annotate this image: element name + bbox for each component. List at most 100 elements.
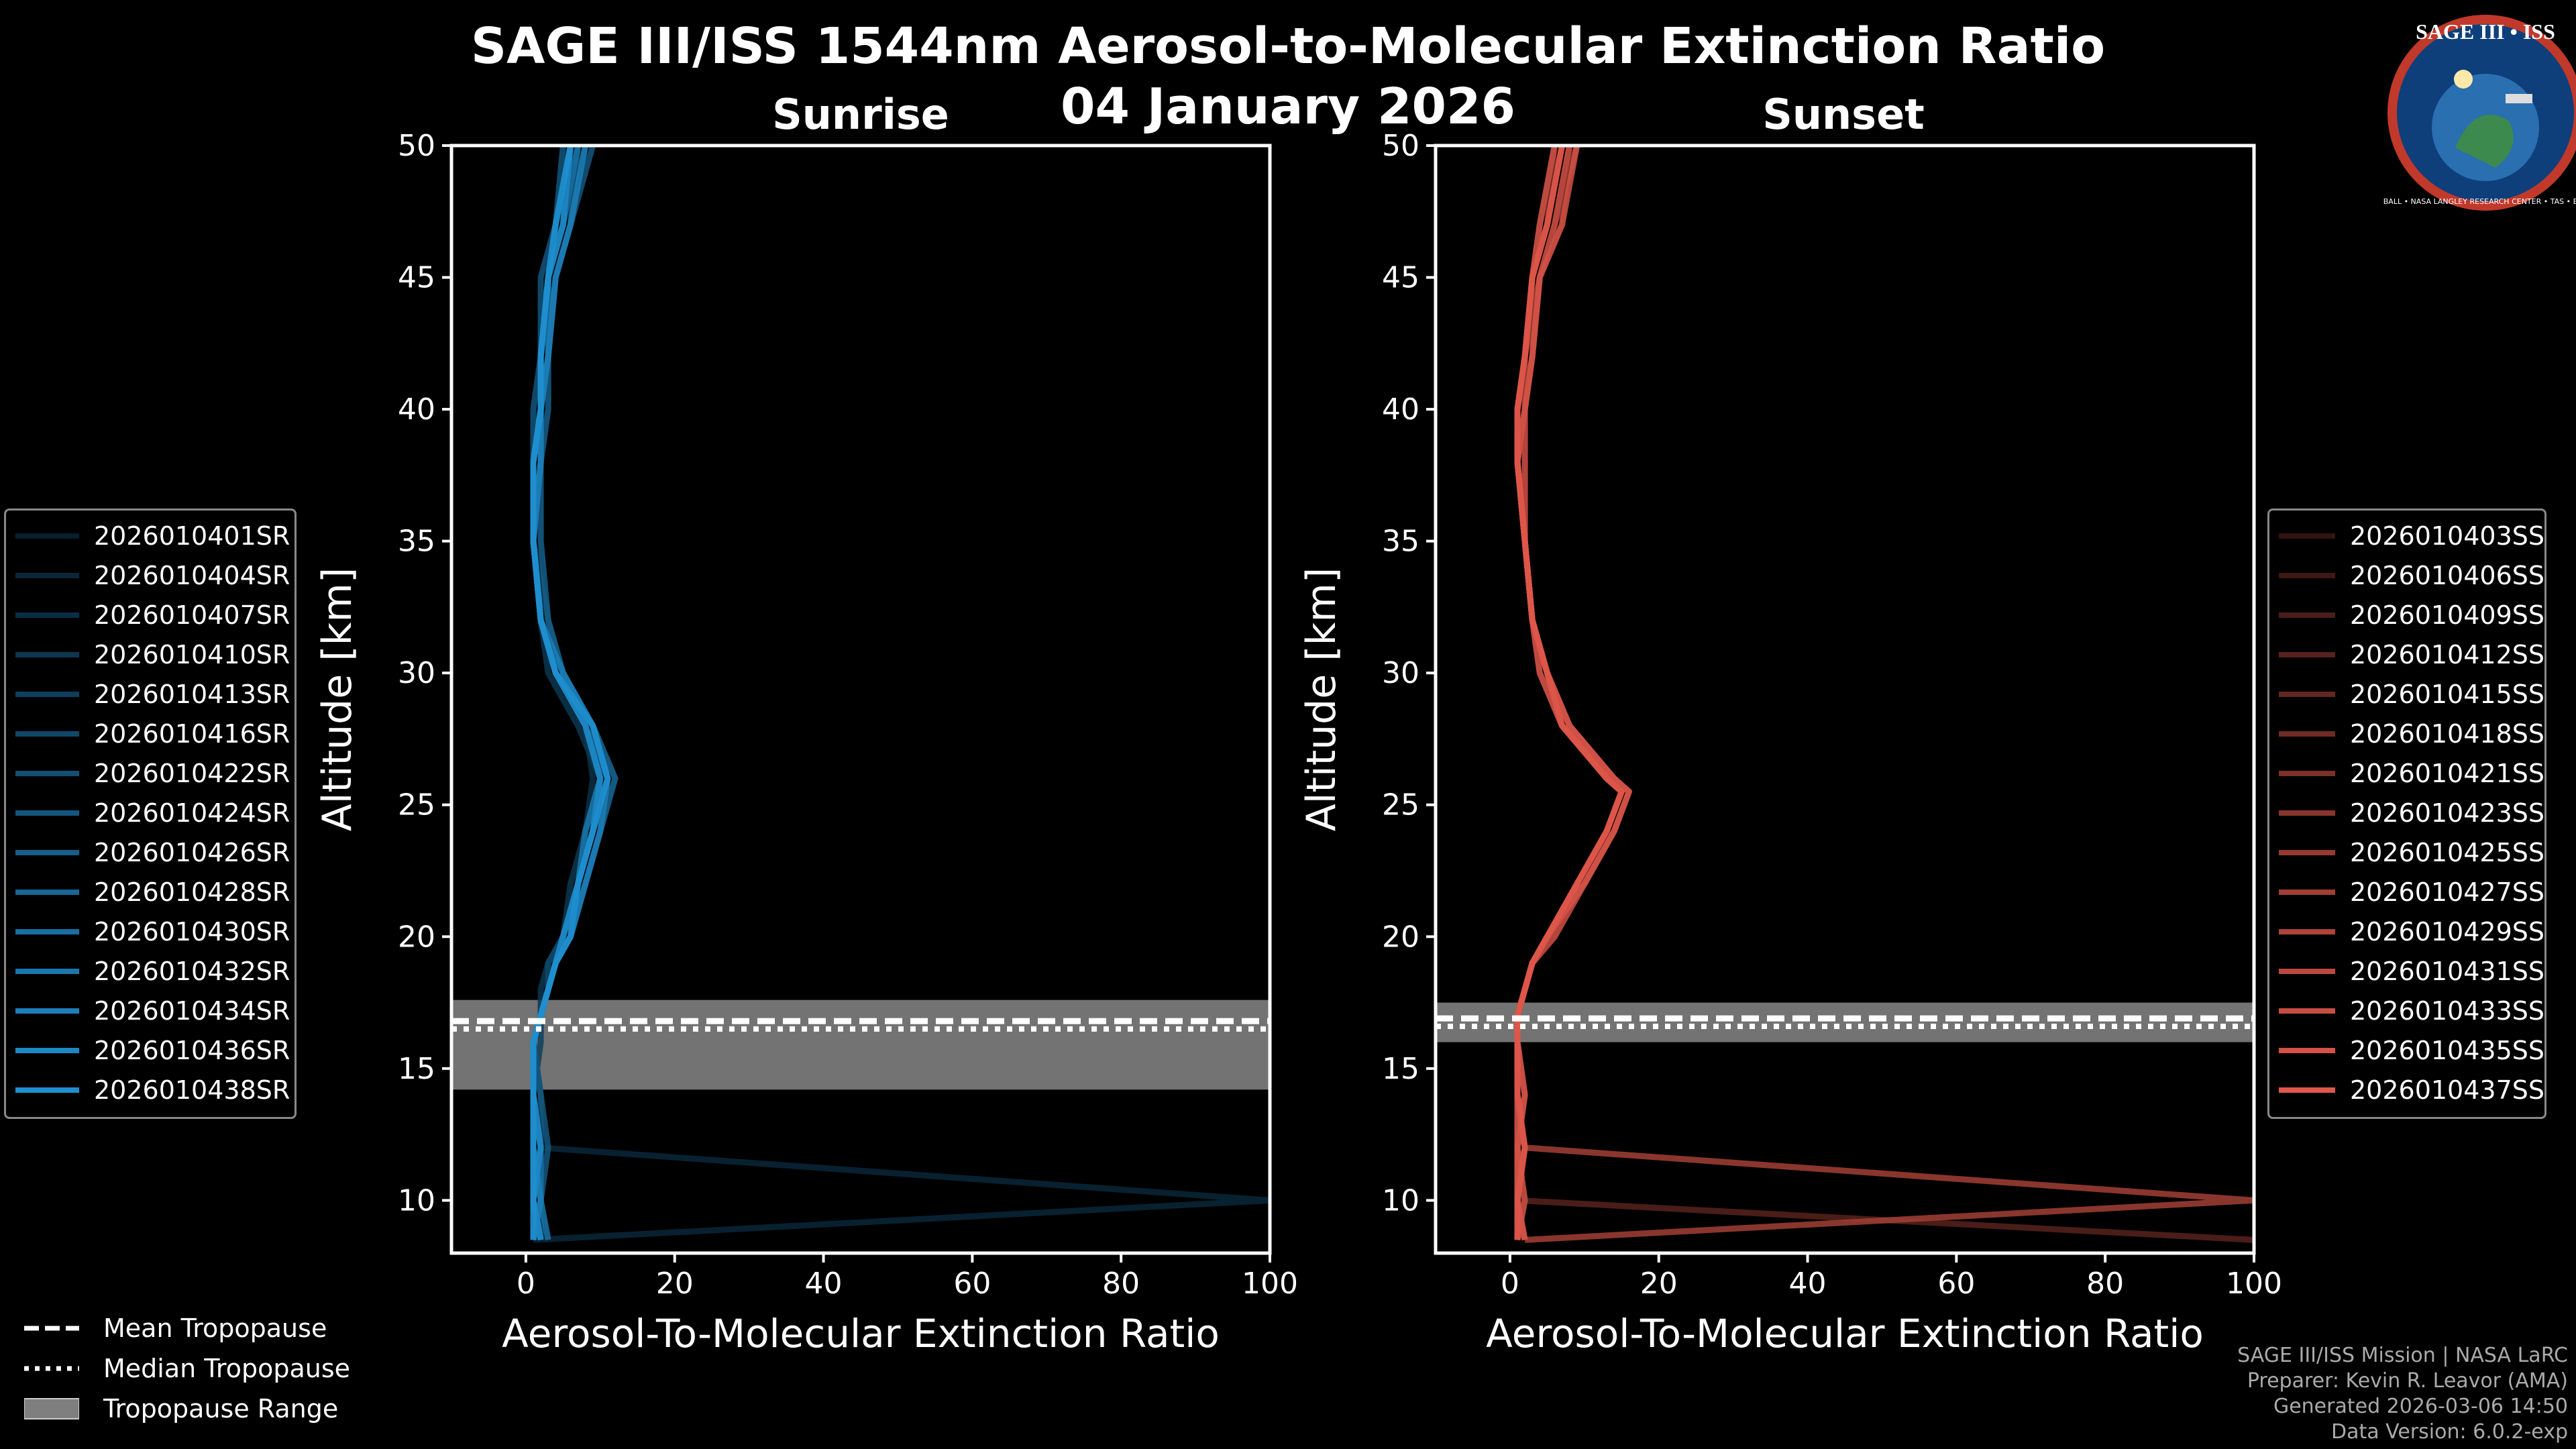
legend-label: 2026010401SR (94, 521, 290, 551)
legend-label: 2026010404SR (94, 560, 290, 590)
x-tick-label: 100 (1242, 1267, 1298, 1301)
profile-2026010427SS (1514, 146, 2254, 1243)
x-tick-label: 40 (805, 1267, 843, 1301)
legend-swatch (15, 572, 79, 578)
legend-item: 2026010427SS (2269, 872, 2544, 912)
median-tropopause-label: Median Tropopause (103, 1354, 350, 1383)
legend-swatch (15, 968, 79, 974)
x-tick-label: 20 (656, 1267, 694, 1301)
sunset-legend: 2026010403SS 2026010406SS 2026010409SS 2026… (2267, 508, 2546, 1119)
legend-item: 2026010435SS (2269, 1030, 2544, 1070)
legend-tropopause-range: Tropopause Range (24, 1389, 350, 1429)
legend-swatch (2279, 1047, 2335, 1053)
x-axis-label: Aerosol-To-Molecular Extinction Ratio (1486, 1311, 2204, 1356)
legend-swatch (2279, 928, 2335, 934)
logo-text: SAGE III • ISS (2416, 19, 2555, 44)
legend-swatch (2279, 849, 2335, 855)
legend-item: 2026010412SS (2269, 635, 2544, 674)
legend-item: 2026010437SS (2269, 1070, 2544, 1110)
profile-2026010435SS (1514, 146, 1632, 1241)
legend-swatch (2279, 651, 2335, 657)
x-tick-label: 0 (517, 1267, 535, 1301)
legend-label: 2026010426SR (94, 837, 290, 867)
profile-lines (530, 146, 1270, 1243)
legend-swatch (2279, 810, 2335, 816)
sunrise-panel: 0 20 40 60 80 100 10 15 20 25 30 35 40 45 50 Aerosol-To… (314, 90, 1298, 1356)
legend-swatch (15, 533, 79, 539)
x-tick-label: 40 (1789, 1267, 1827, 1301)
legend-item: 2026010432SR (6, 951, 294, 991)
legend-label: 2026010434SR (94, 996, 290, 1026)
legend-label: 2026010429SS (2349, 916, 2544, 947)
y-tick-label: 40 (398, 392, 435, 427)
legend-item: 2026010422SR (6, 753, 294, 793)
logo-ring-text: BALL • NASA LANGLEY RESEARCH CENTER • TA… (2383, 197, 2576, 206)
legend-label: 2026010423SS (2349, 798, 2544, 828)
legend-swatch (15, 1087, 79, 1093)
legend-label: 2026010410SR (94, 639, 290, 669)
legend-swatch (15, 691, 79, 697)
dotted-line-icon (24, 1366, 79, 1371)
y-tick-label: 35 (1382, 525, 1419, 559)
legend-swatch (2279, 533, 2335, 539)
legend-swatch (2279, 968, 2335, 974)
credits: SAGE III/ISS Mission | NASA LaRC Prepare… (2237, 1343, 2568, 1445)
tropopause-range-band (1436, 1002, 2254, 1042)
x-tick-label: 0 (1501, 1267, 1519, 1301)
legend-mean-tropopause: Mean Tropopause (24, 1308, 350, 1348)
legend-item: 2026010413SR (6, 674, 294, 714)
legend-item: 2026010407SR (6, 595, 294, 635)
tropopause-range-label: Tropopause Range (103, 1394, 339, 1424)
y-tick-label: 40 (1382, 392, 1419, 427)
legend-item: 2026010421SS (2269, 753, 2544, 793)
panel-title: Sunrise (772, 90, 949, 139)
profile-2026010437SS (1514, 146, 1625, 1240)
legend-item: 2026010438SR (6, 1070, 294, 1110)
legend-item: 2026010410SR (6, 635, 294, 674)
profile-lines (1514, 146, 2254, 1243)
legend-swatch (2279, 889, 2335, 895)
legend-label: 2026010437SS (2349, 1075, 2544, 1105)
date-title: 04 January 2026 (1061, 78, 1515, 136)
x-tick-label: 80 (1102, 1267, 1140, 1301)
legend-item: 2026010423SS (2269, 793, 2544, 833)
y-tick-label: 25 (1382, 788, 1419, 822)
legend-item: 2026010431SS (2269, 951, 2544, 991)
legend-item: 2026010403SS (2269, 516, 2544, 555)
legend-label: 2026010407SR (94, 600, 290, 630)
plot-frame (449, 144, 1272, 1255)
legend-item: 2026010424SR (6, 793, 294, 833)
legend-item: 2026010404SR (6, 555, 294, 595)
legend-item: 2026010430SR (6, 912, 294, 951)
credit-mission: SAGE III/ISS Mission | NASA LaRC (2237, 1344, 2568, 1367)
profile-2026010412SS (1514, 146, 2254, 1243)
legend-label: 2026010416SR (94, 718, 290, 749)
legend-label: 2026010433SS (2349, 996, 2544, 1026)
logo-continent-icon (2455, 115, 2514, 168)
legend-swatch (15, 612, 79, 618)
legend-item: 2026010418SS (2269, 714, 2544, 753)
tropopause-legend: Mean Tropopause Median Tropopause Tropop… (24, 1308, 350, 1429)
legend-item: 2026010409SS (2269, 595, 2544, 635)
legend-item: 2026010434SR (6, 991, 294, 1030)
legend-label: 2026010412SS (2349, 639, 2544, 669)
x-tick-label: 100 (2226, 1267, 2282, 1301)
legend-label: 2026010432SR (94, 956, 290, 986)
x-tick-label: 20 (1640, 1267, 1678, 1301)
legend-swatch (15, 928, 79, 934)
main-title: SAGE III/ISS 1544nm Aerosol-to-Molecular… (470, 17, 2106, 75)
legend-label: 2026010425SS (2349, 837, 2544, 867)
legend-swatch (15, 731, 79, 737)
legend-swatch (15, 1047, 79, 1053)
legend-swatch (2279, 612, 2335, 618)
y-tick-label: 50 (398, 129, 435, 163)
y-tick-label: 30 (398, 656, 435, 690)
profile-2026010438SR (530, 146, 611, 1240)
legend-swatch (2279, 572, 2335, 578)
sunset-panel: 0 20 40 60 80 100 10 15 20 25 30 35 40 45 50 Aerosol-To… (1298, 90, 2282, 1356)
legend-label: 2026010409SS (2349, 600, 2544, 630)
y-tick-label: 30 (1382, 656, 1419, 690)
sunrise-legend: 2026010401SR 2026010404SR 2026010407SR 2026… (4, 508, 297, 1119)
dashed-line-icon (24, 1326, 79, 1331)
legend-item: 2026010436SR (6, 1030, 294, 1070)
